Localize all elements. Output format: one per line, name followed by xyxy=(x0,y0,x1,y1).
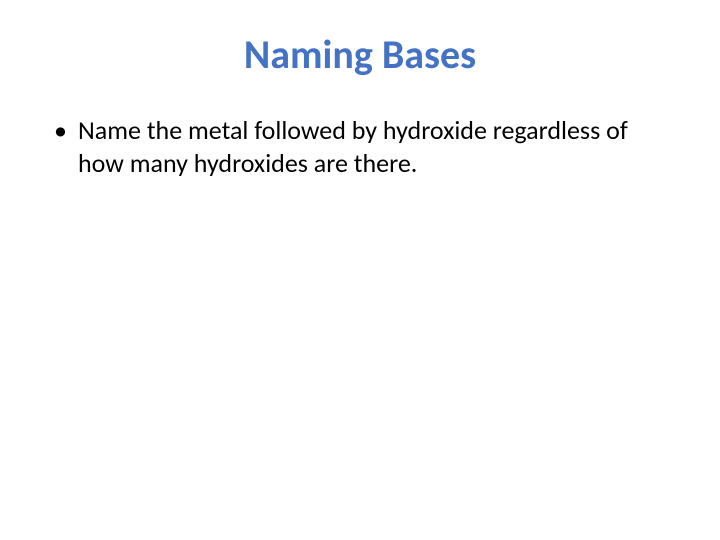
slide-title: Naming Bases xyxy=(50,30,670,79)
bullet-list: Name the metal followed by hydroxide reg… xyxy=(50,114,670,179)
slide-container: Naming Bases Name the metal followed by … xyxy=(0,0,720,540)
bullet-item: Name the metal followed by hydroxide reg… xyxy=(50,114,670,179)
